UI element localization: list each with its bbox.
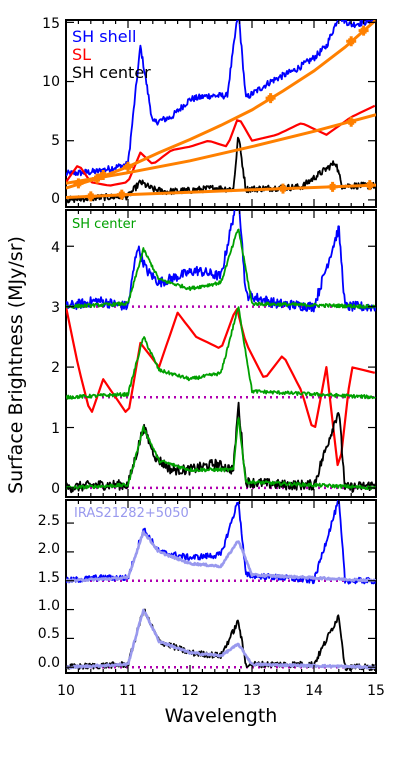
p3-y-tick-1.0: 1.0	[38, 598, 60, 614]
fit-marker-box	[348, 38, 355, 45]
fit-marker-box	[125, 163, 131, 170]
x-axis-label: Wavelength	[165, 705, 278, 727]
panel-2-frame	[65, 209, 377, 498]
plot-layer	[65, 20, 377, 673]
panel-2-y-tick-labels: 0 1 2 3 4	[51, 240, 60, 497]
fit-marker-box	[348, 118, 355, 125]
legend-sh-shell: SH shell	[72, 27, 136, 46]
series-sl	[66, 306, 376, 467]
x-tick-15: 15	[367, 683, 385, 699]
panel-1-plot	[66, 20, 376, 204]
series-iras21282-5050	[66, 608, 376, 670]
fit-marker-box	[75, 180, 82, 187]
legend-sh-center: SH center	[72, 63, 151, 82]
panel-1-frame	[65, 19, 377, 208]
x-tick-labels: 10 11 12 13 14 15	[57, 683, 385, 699]
series-sh-center-scaled-on-sl	[66, 306, 376, 400]
x-tick-13: 13	[243, 683, 261, 699]
p2-y-tick-3: 3	[51, 300, 60, 316]
fit-marker-box	[87, 193, 94, 200]
p2-y-tick-1: 1	[51, 421, 60, 437]
series-sh-center	[66, 401, 376, 494]
series-sh-shell	[66, 20, 376, 177]
fit-marker-box	[267, 95, 274, 102]
p2-y-tick-2: 2	[51, 360, 60, 376]
x-tick-12: 12	[181, 683, 199, 699]
p1-y-tick-0: 0	[51, 191, 60, 207]
fit-marker-box	[94, 175, 100, 182]
p1-y-tick-15: 15	[42, 16, 60, 32]
series-sh-shell	[66, 210, 376, 313]
series-sl	[66, 104, 376, 187]
series-sh-center	[66, 608, 376, 672]
legend-sh-center-scaled: SH center	[72, 217, 137, 232]
x-tick-11: 11	[119, 683, 137, 699]
panel-3-plot	[66, 500, 376, 672]
p1-y-tick-10: 10	[42, 74, 60, 90]
p3-y-tick-2.0: 2.0	[38, 541, 60, 557]
panel-3-y-tick-labels: 0.0 0.5 1.0 1.5 2.0 2.5	[38, 513, 60, 671]
series-sh-center-scaled-on-sh-shell	[66, 228, 376, 309]
p2-y-tick-0: 0	[51, 481, 60, 497]
panel-2-plot	[66, 210, 376, 494]
series-sh-center-scaled-	[66, 417, 376, 491]
continuum-fit-2	[66, 113, 376, 185]
fit-marker-box	[118, 191, 125, 198]
p1-y-tick-5: 5	[51, 133, 60, 149]
legend-iras: IRAS21282+5050	[74, 506, 189, 521]
panel-3-frame	[65, 499, 377, 674]
p3-y-tick-2.5: 2.5	[38, 513, 60, 529]
p3-y-tick-1.5: 1.5	[38, 570, 60, 586]
series-sh-center	[66, 136, 376, 204]
fit-marker-box	[329, 183, 336, 190]
p2-y-tick-4: 4	[51, 240, 60, 256]
panel-1-y-tick-labels: 0 5 10 15	[42, 16, 60, 207]
x-tick-10: 10	[57, 683, 75, 699]
series-iras21282-5050-on-sh-shell	[66, 530, 376, 583]
legend-sl: SL	[72, 45, 91, 64]
p3-y-tick-0.0: 0.0	[38, 655, 60, 671]
fit-marker-box	[280, 185, 286, 192]
y-axis-label: Surface Brightness (MJy/sr)	[5, 236, 27, 494]
fit-marker-box	[360, 27, 367, 34]
continuum-fit-1	[66, 20, 376, 190]
fit-marker-box	[100, 172, 107, 179]
p3-y-tick-0.5: 0.5	[38, 626, 60, 642]
x-tick-14: 14	[305, 683, 323, 699]
fit-marker-box	[366, 182, 373, 189]
